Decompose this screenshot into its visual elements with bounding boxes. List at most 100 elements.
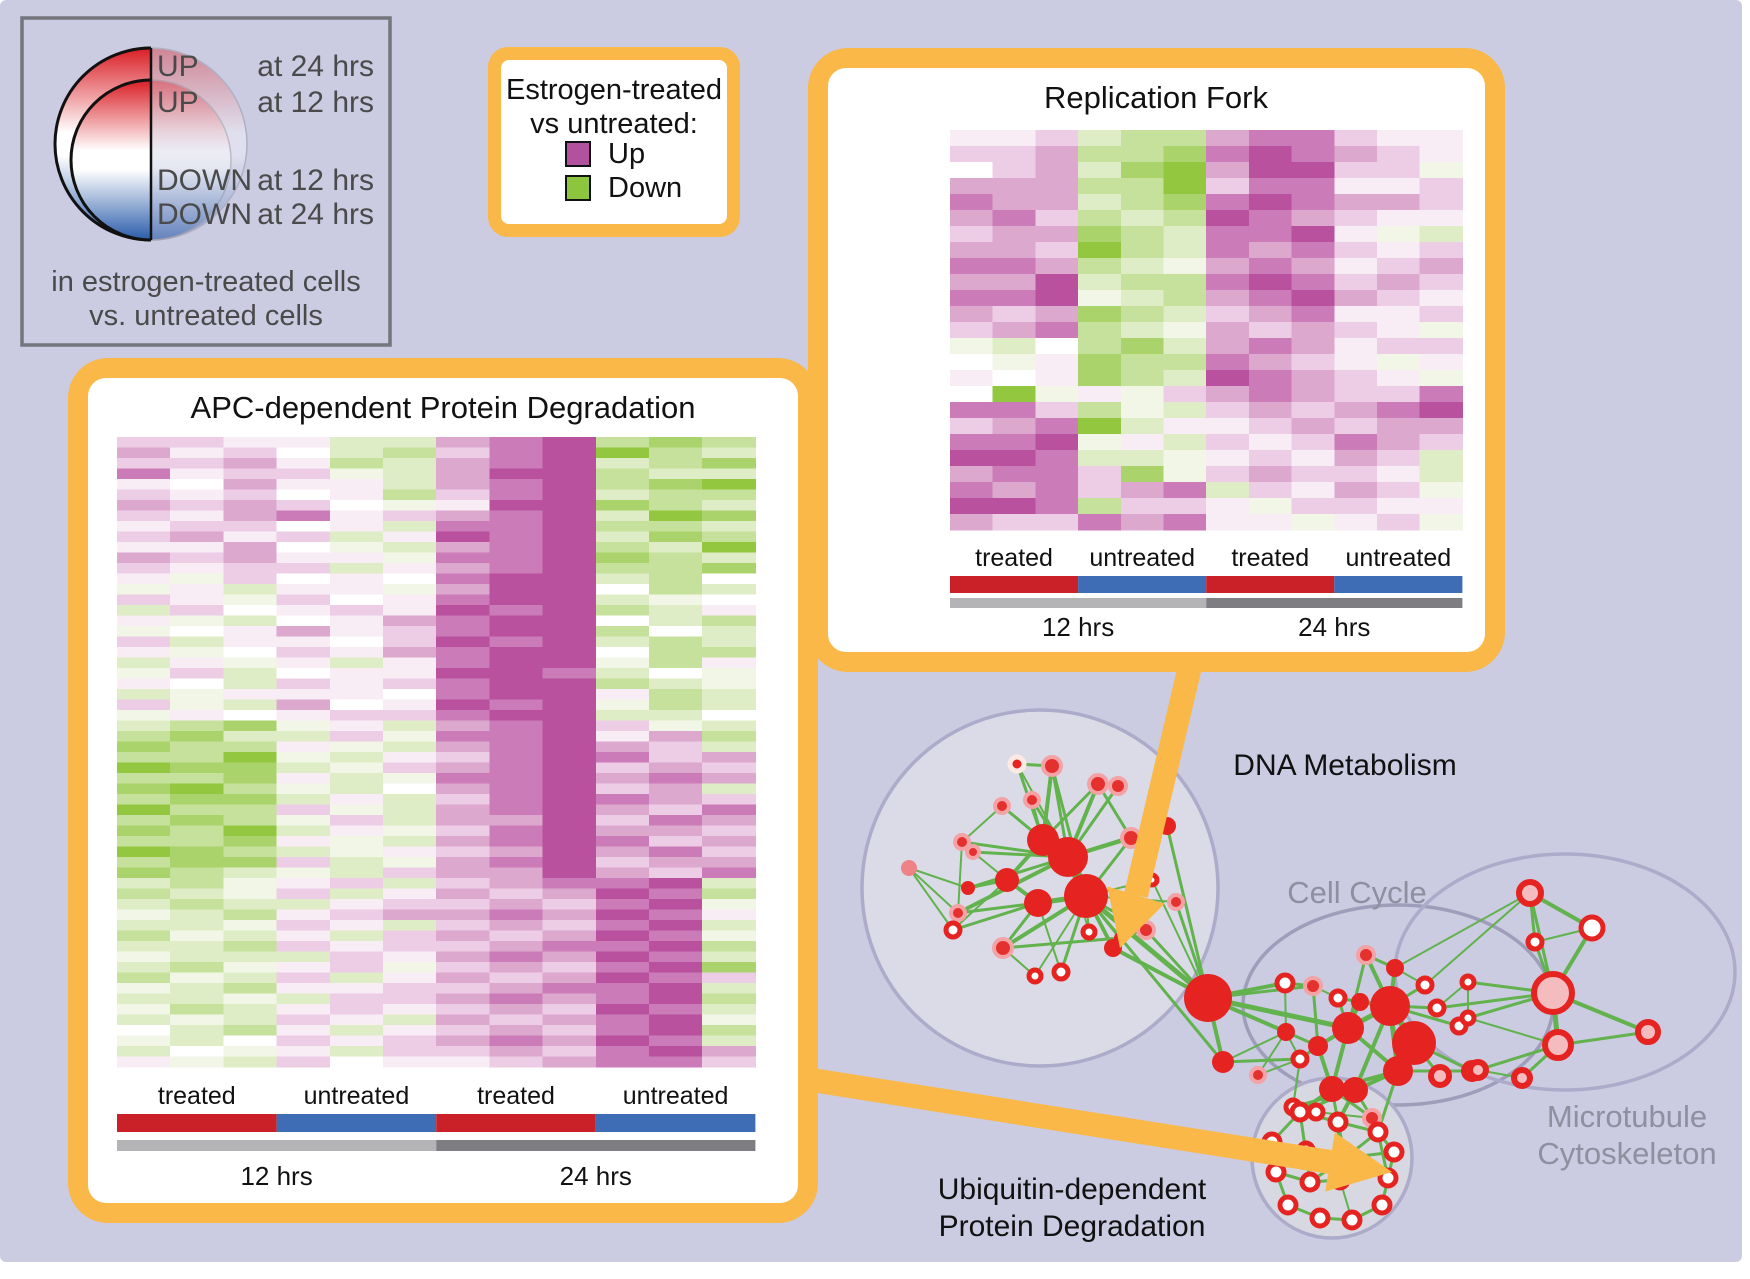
heatmap-cell — [276, 510, 331, 522]
heatmap-cell — [383, 888, 437, 900]
heatmap-cell — [329, 983, 384, 995]
heatmap-cell — [595, 678, 650, 690]
network-node — [1542, 1029, 1574, 1061]
heatmap-cell — [649, 993, 703, 1005]
heatmap-cell — [383, 594, 437, 606]
heatmap-cell — [329, 458, 384, 470]
heatmap-cell — [329, 836, 384, 848]
heatmap-cell — [329, 930, 384, 942]
heatmap-cell — [1035, 290, 1079, 307]
heatmap-cell — [170, 857, 224, 869]
heatmap-cell — [489, 983, 544, 995]
time-label: 12 hrs — [1042, 612, 1114, 642]
heatmap-cell — [1120, 258, 1165, 275]
heatmap-cell — [489, 878, 544, 890]
heatmap-cell — [1163, 274, 1207, 291]
heatmap-cell — [1120, 322, 1165, 339]
heatmap-cell — [542, 1014, 597, 1026]
heatmap-cell — [383, 783, 437, 795]
network-node — [1184, 974, 1232, 1022]
heatmap-cell — [992, 370, 1036, 387]
heatmap-cell — [1419, 466, 1463, 483]
heatmap-cell — [489, 710, 544, 722]
heatmap-cell — [436, 521, 490, 533]
heatmap-cell — [1120, 370, 1165, 387]
heatmap-cell — [950, 274, 994, 291]
heatmap-cell — [950, 354, 994, 371]
heatmap-cell — [117, 626, 171, 638]
network-node — [949, 904, 967, 922]
heatmap-cell — [950, 450, 994, 467]
heatmap-cell — [436, 699, 490, 711]
heatmap-cell — [1163, 338, 1207, 355]
heatmap-cell — [489, 647, 544, 659]
heatmap-cell — [436, 867, 490, 879]
heatmap-cell — [223, 794, 278, 806]
heatmap-cell — [329, 846, 384, 858]
heatmap-cell — [702, 909, 756, 921]
heatmap-cell — [276, 909, 331, 921]
heatmap-cell — [436, 479, 490, 491]
heatmap-cell — [649, 626, 703, 638]
heatmap-cell — [649, 752, 703, 764]
heatmap-cell — [1078, 130, 1122, 147]
heatmap-cell — [329, 794, 384, 806]
heatmap-cell — [542, 563, 597, 575]
key-legend-border — [20, 16, 392, 347]
heatmap-cell — [542, 447, 597, 459]
heatmap-cell — [117, 773, 171, 785]
network-node — [1026, 967, 1044, 985]
heatmap-cell — [170, 909, 224, 921]
heatmap-cell — [992, 178, 1036, 195]
heatmap-cell — [223, 563, 278, 575]
heatmap-cell — [117, 867, 171, 879]
heatmap-cell — [117, 972, 171, 984]
heatmap-cell — [117, 1046, 171, 1058]
heatmap-cell — [992, 162, 1036, 179]
heatmap-cell — [223, 521, 278, 533]
heatmap-cell — [436, 647, 490, 659]
heatmap-cell — [489, 563, 544, 575]
network-edge — [1221, 1057, 1302, 1064]
heatmap-cell — [1377, 338, 1421, 355]
heatmap-cell — [702, 699, 756, 711]
heatmap-cell — [383, 605, 437, 617]
heatmap-cell — [542, 489, 597, 501]
heatmap-cell — [649, 1046, 703, 1058]
network-node — [1383, 1056, 1413, 1086]
heatmap-cell — [1334, 514, 1378, 531]
network-node — [1048, 837, 1088, 877]
heatmap-cell — [595, 951, 650, 963]
heatmap-cell — [649, 899, 703, 911]
heatmap-cell — [170, 720, 224, 732]
heatmap-cell — [170, 647, 224, 659]
heatmap-cell — [702, 867, 756, 879]
heatmap-cell — [223, 720, 278, 732]
heatmap-cell — [950, 258, 994, 275]
heatmap-cell — [702, 752, 756, 764]
heatmap-cell — [1377, 242, 1421, 259]
network-node — [1309, 1207, 1331, 1229]
heatmap-cell — [276, 1025, 331, 1037]
heatmap-cell — [1334, 178, 1378, 195]
heatmap-cell — [436, 1035, 490, 1047]
heatmap-cell — [383, 1056, 437, 1068]
heatmap-cell — [950, 194, 994, 211]
heatmap-cell — [436, 962, 490, 974]
heatmap-cell — [1291, 370, 1335, 387]
heatmap-cell — [329, 605, 384, 617]
heatmap-cell — [117, 500, 171, 512]
heatmap-cell — [383, 930, 437, 942]
heatmap-cell — [223, 531, 278, 543]
heatmap-cell — [649, 1014, 703, 1026]
heatmap-cell — [649, 857, 703, 869]
heatmap-cell — [649, 720, 703, 732]
heatmap-cell — [542, 468, 597, 480]
heatmap-cell — [1248, 146, 1293, 163]
heatmap-cell — [1206, 466, 1250, 483]
heatmap-cell — [992, 498, 1036, 515]
heatmap-cell — [595, 762, 650, 774]
heatmap-cell — [1248, 498, 1293, 515]
heatmap-cell — [276, 752, 331, 764]
heatmap-cell — [649, 710, 703, 722]
